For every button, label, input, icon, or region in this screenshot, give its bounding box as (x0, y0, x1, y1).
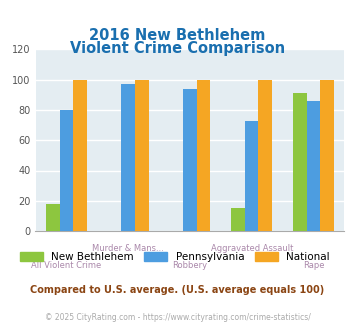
Bar (197, 80, 210, 231)
Text: Robbery: Robbery (173, 261, 207, 270)
Legend: New Bethlehem, Pennsylvania, National: New Bethlehem, Pennsylvania, National (16, 248, 334, 266)
Bar (135, 80, 148, 231)
Text: Violent Crime Comparison: Violent Crime Comparison (70, 41, 285, 56)
Text: Murder & Mans...: Murder & Mans... (92, 244, 164, 253)
Text: Aggravated Assault: Aggravated Assault (211, 244, 293, 253)
Bar (60, 110, 73, 231)
Bar (231, 208, 245, 231)
Text: © 2025 CityRating.com - https://www.cityrating.com/crime-statistics/: © 2025 CityRating.com - https://www.city… (45, 314, 310, 322)
Text: Rape: Rape (303, 261, 324, 270)
Bar (307, 101, 320, 231)
Bar (293, 93, 307, 231)
Bar (245, 120, 258, 231)
Text: 2016 New Bethlehem: 2016 New Bethlehem (89, 28, 266, 43)
Text: All Violent Crime: All Violent Crime (31, 261, 102, 270)
Bar (121, 84, 135, 231)
Bar (73, 80, 87, 231)
Bar (46, 204, 60, 231)
Bar (320, 80, 334, 231)
Text: Compared to U.S. average. (U.S. average equals 100): Compared to U.S. average. (U.S. average … (31, 285, 324, 295)
Bar (258, 80, 272, 231)
Bar (183, 89, 197, 231)
